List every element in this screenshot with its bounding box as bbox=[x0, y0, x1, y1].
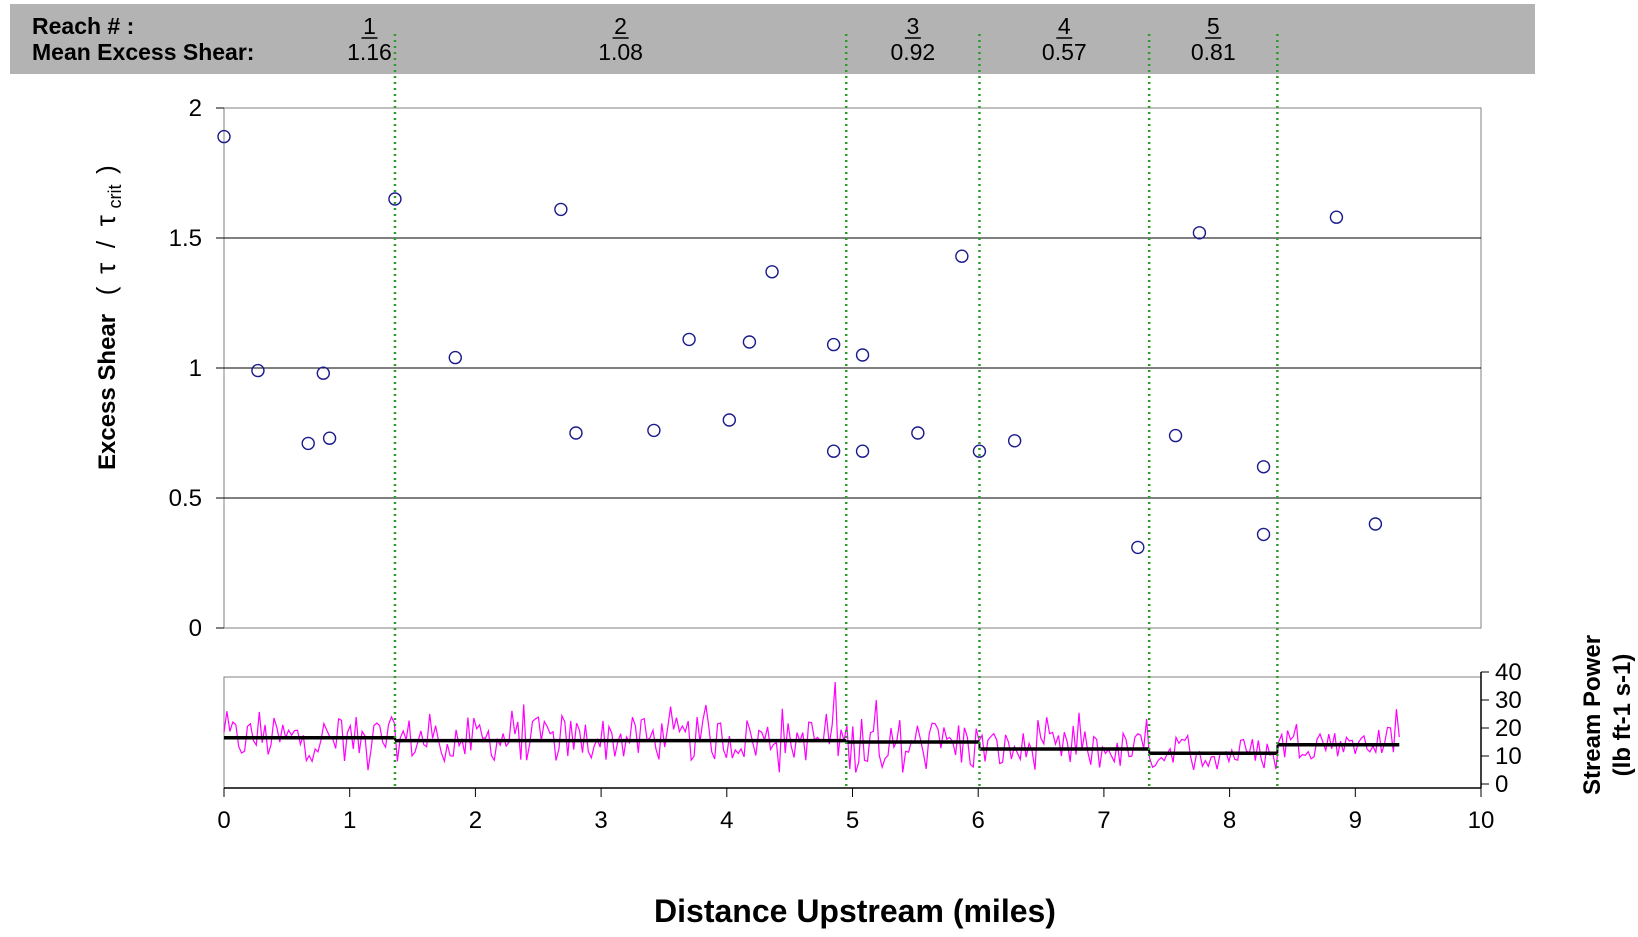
stream-power-title-line1: Stream Power bbox=[1579, 635, 1606, 795]
excess-shear-point-10 bbox=[647, 423, 661, 438]
upper-y-tick-label-1: 1 bbox=[189, 355, 202, 382]
reach-mean-lines bbox=[224, 736, 1400, 755]
reach-number-3: 3 bbox=[906, 13, 919, 39]
reach-mean-value-4: 0.57 bbox=[1042, 39, 1087, 65]
tau-crit-symbol: τ bbox=[90, 215, 121, 226]
excess-shear-point-3 bbox=[301, 436, 315, 451]
reach-boundary-lines bbox=[393, 34, 1279, 788]
excess-shear-point-8 bbox=[554, 202, 568, 217]
crit-subscript: crit bbox=[105, 184, 125, 208]
excess-shear-point-27 bbox=[1256, 527, 1271, 542]
excess-shear-point-1 bbox=[217, 129, 231, 144]
reach-number-1: 1 bbox=[363, 13, 376, 39]
x-tick-label-3: 3 bbox=[594, 807, 607, 834]
reach-mean-value-3: 0.92 bbox=[890, 39, 935, 65]
x-tick-label-4: 4 bbox=[720, 807, 733, 834]
excess-shear-point-13 bbox=[742, 335, 757, 349]
excess-shear-point-17 bbox=[855, 348, 870, 362]
upper-y-tick-label-2: 2 bbox=[189, 95, 202, 122]
mean-excess-shear-label: Mean Excess Shear: bbox=[32, 39, 254, 65]
excess-shear-point-5 bbox=[322, 431, 337, 445]
reach-header-values: 11.16 21.08 30.92 40.57 50.81 bbox=[347, 13, 1236, 65]
excess-shear-point-26 bbox=[1256, 460, 1271, 474]
excess-shear-point-28 bbox=[1329, 210, 1344, 224]
stream-power-title-line2: (lb ft-1 s-1) bbox=[1609, 654, 1636, 777]
excess-shear-point-29 bbox=[1368, 517, 1383, 531]
x-tick-label-8: 8 bbox=[1223, 807, 1236, 834]
y-axis-title-paren-open: ( bbox=[91, 286, 121, 295]
y-axis-title-text: Excess Shear bbox=[94, 314, 121, 470]
upper-y-tick-label-0.5: 0.5 bbox=[169, 485, 202, 512]
excess-shear-point-23 bbox=[1131, 540, 1145, 555]
header-band bbox=[10, 4, 1535, 74]
reach-mean-value-2: 1.08 bbox=[598, 39, 643, 65]
excess-shear-point-21 bbox=[972, 444, 987, 458]
tau-symbol: τ bbox=[90, 263, 121, 274]
excess-shear-point-2 bbox=[251, 363, 265, 378]
stream-power-tick-label-10: 10 bbox=[1495, 743, 1522, 770]
excess-shear-plot: 0 0.5 1 1.5 2 bbox=[169, 95, 1482, 642]
y-axis-title-paren-close: ) bbox=[91, 165, 121, 174]
stream-power-tick-label-20: 20 bbox=[1495, 715, 1522, 742]
excess-shear-point-18 bbox=[855, 444, 870, 458]
x-axis: 0 1 2 3 4 5 6 7 8 9 10 bbox=[217, 788, 1494, 834]
reach-number-4: 4 bbox=[1058, 13, 1071, 39]
y-axis-title: Excess Shear ( τ / τ crit ) bbox=[90, 165, 127, 470]
excess-shear-point-12 bbox=[722, 413, 737, 427]
upper-y-tick-label-0: 0 bbox=[189, 615, 202, 642]
svg-text:Excess Shear ( τ: Excess Shear ( τ / τ crit ) bbox=[90, 165, 127, 470]
excess-shear-points bbox=[217, 129, 1383, 555]
excess-shear-point-19 bbox=[911, 426, 925, 440]
stream-power-tick-label-0: 0 bbox=[1495, 771, 1508, 798]
excess-shear-point-15 bbox=[826, 337, 841, 352]
excess-shear-point-24 bbox=[1168, 428, 1183, 443]
x-tick-label-9: 9 bbox=[1349, 807, 1362, 834]
reach-number-5: 5 bbox=[1207, 13, 1220, 39]
x-axis-title: Distance Upstream (miles) bbox=[654, 893, 1056, 929]
reach-number-label: Reach # : bbox=[32, 13, 134, 39]
excess-shear-point-7 bbox=[448, 350, 462, 365]
x-tick-label-5: 5 bbox=[846, 807, 859, 834]
reach-mean-value-1: 1.16 bbox=[347, 39, 392, 65]
excess-shear-point-16 bbox=[826, 444, 841, 458]
excess-shear-point-9 bbox=[569, 426, 583, 440]
stream-power-series bbox=[223, 681, 1400, 773]
excess-shear-point-11 bbox=[682, 332, 696, 347]
reach-number-2: 2 bbox=[614, 13, 627, 39]
reach-mean-value-5: 0.81 bbox=[1191, 39, 1236, 65]
upper-gridlines bbox=[216, 107, 1481, 629]
x-tick-label-7: 7 bbox=[1097, 807, 1110, 834]
x-tick-label-6: 6 bbox=[972, 807, 985, 834]
ratio-slash: / bbox=[91, 240, 121, 248]
stream-power-axis-title: Stream Power (lb ft-1 s-1) bbox=[1579, 635, 1636, 795]
excess-shear-point-25 bbox=[1192, 226, 1207, 240]
stream-power-tick-label-40: 40 bbox=[1495, 659, 1522, 686]
upper-y-tick-labels: 0 0.5 1 1.5 2 bbox=[169, 95, 202, 642]
excess-shear-point-6 bbox=[388, 192, 402, 206]
stream-power-tick-label-30: 30 bbox=[1495, 687, 1522, 714]
x-tick-label-0: 0 bbox=[217, 807, 230, 834]
x-tick-label-1: 1 bbox=[343, 807, 356, 834]
excess-shear-point-4 bbox=[316, 366, 331, 380]
excess-shear-point-20 bbox=[955, 249, 969, 263]
excess-shear-point-14 bbox=[765, 265, 779, 279]
upper-y-tick-label-1.5: 1.5 bbox=[169, 225, 202, 252]
x-tick-label-10: 10 bbox=[1468, 807, 1495, 834]
excess-shear-point-22 bbox=[1007, 434, 1022, 448]
x-tick-label-2: 2 bbox=[469, 807, 482, 834]
